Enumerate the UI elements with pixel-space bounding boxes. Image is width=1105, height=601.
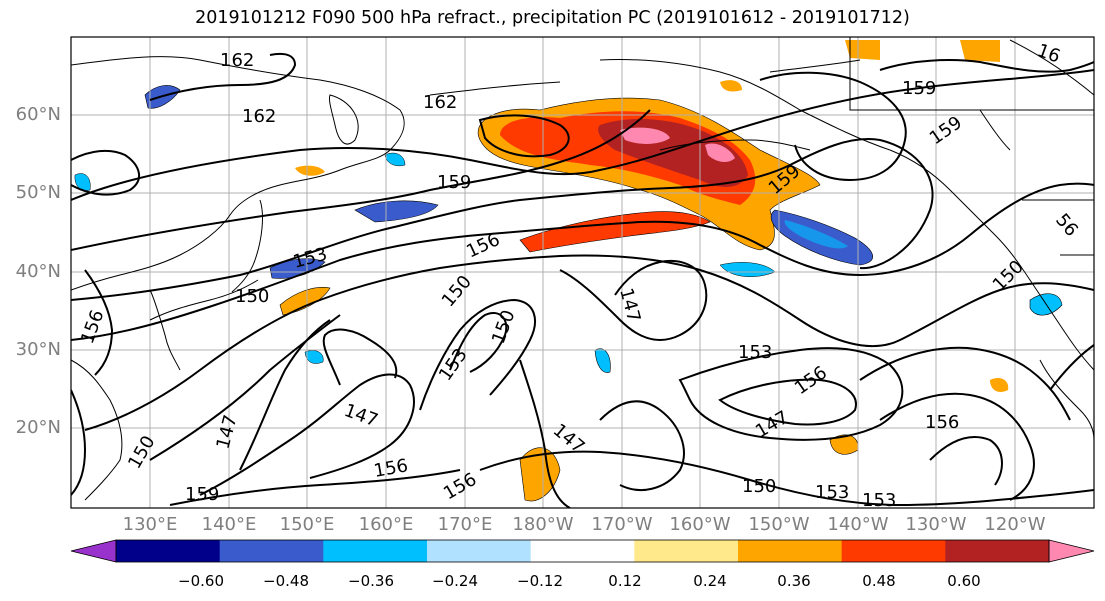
map-frame (70, 36, 1095, 509)
colorbar-max-arrow (1048, 539, 1095, 563)
map-plot-area: 162 162 162 159 159 159 159 159 156 156 … (71, 37, 1094, 511)
contour-label: 162 (220, 50, 254, 71)
colorbar-tick: 0.48 (862, 572, 896, 590)
colorbar-tick: 0.12 (608, 572, 642, 590)
lat-label: 30°N (15, 339, 61, 360)
colorbar-cell (738, 540, 843, 562)
colorbar-cell (323, 540, 428, 562)
lon-label: 160°E (358, 514, 414, 535)
colorbar-cell (427, 540, 532, 562)
lat-label: 40°N (15, 261, 61, 282)
lon-label: 170°W (591, 514, 653, 535)
graticule (71, 37, 1094, 508)
colorbar-cell (945, 540, 1050, 562)
lon-label: 140°E (201, 514, 257, 535)
lat-label: 50°N (15, 182, 61, 203)
lon-label: 120°W (984, 514, 1046, 535)
contour-label: 162 (242, 106, 276, 127)
contour-label: 150 (742, 476, 776, 497)
colorbar-tick: 0.60 (947, 572, 981, 590)
contour-label: 150 (235, 286, 269, 307)
lon-label: 170°E (437, 514, 493, 535)
colorbar-cell (530, 540, 635, 562)
contour-label: 162 (423, 92, 457, 113)
lon-label: 150°W (748, 514, 810, 535)
contour-label: 159 (437, 172, 471, 193)
contour-label: 159 (185, 484, 219, 505)
contour-label: 153 (738, 342, 772, 363)
colorbar-tick: −0.24 (432, 572, 478, 590)
colorbar-tick: 0.24 (693, 572, 727, 590)
colorbar-cell (116, 540, 221, 562)
lon-label: 150°E (279, 514, 335, 535)
lon-label: 130°W (905, 514, 967, 535)
colorbar-cell (634, 540, 739, 562)
coastlines (71, 37, 1094, 501)
lat-label: 60°N (15, 104, 61, 125)
lon-label: 140°W (827, 514, 889, 535)
contour-label: 159 (902, 78, 936, 99)
colorbar-tick: −0.36 (348, 572, 394, 590)
colorbar (70, 539, 1095, 563)
precip-shading (74, 40, 1063, 502)
lat-label: 20°N (15, 417, 61, 438)
lon-label: 180°W (512, 514, 574, 535)
colorbar-cell (841, 540, 946, 562)
height-contours (71, 52, 1094, 508)
colorbar-tick: 0.36 (777, 572, 811, 590)
colorbar-tick: −0.48 (263, 572, 309, 590)
colorbar-min-arrow (70, 539, 117, 563)
colorbar-frame (115, 539, 1050, 563)
contour-label: 153 (862, 490, 896, 511)
lon-label: 160°W (669, 514, 731, 535)
colorbar-tick: −0.60 (178, 572, 224, 590)
colorbar-tick: −0.12 (517, 572, 563, 590)
contour-label: 153 (815, 482, 849, 503)
contour-label: 156 (925, 412, 959, 433)
lon-label: 130°E (122, 514, 178, 535)
map-title: 2019101212 F090 500 hPa refract., precip… (195, 8, 910, 28)
colorbar-cell (219, 540, 324, 562)
